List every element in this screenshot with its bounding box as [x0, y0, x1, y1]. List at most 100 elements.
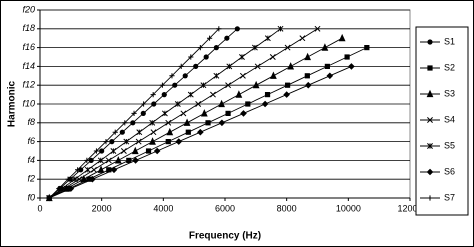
marker [103, 139, 109, 145]
marker [150, 92, 156, 98]
marker [240, 110, 247, 117]
marker [136, 129, 143, 136]
marker [226, 63, 233, 70]
marker [109, 139, 115, 145]
marker [283, 91, 290, 98]
marker [131, 146, 139, 155]
marker [338, 33, 346, 42]
x-axis-title: Frequency (Hz) [189, 231, 261, 242]
marker [149, 137, 156, 145]
marker [299, 35, 306, 42]
marker [56, 186, 62, 192]
marker [75, 167, 81, 173]
marker [213, 72, 220, 79]
marker [183, 118, 191, 126]
marker [175, 138, 183, 145]
legend-label: S6 [444, 166, 455, 176]
marker [172, 82, 178, 88]
marker [252, 80, 260, 89]
y-tick-label: f6 [27, 136, 35, 146]
y-axis-title: Harmonic [7, 81, 18, 128]
marker [174, 101, 181, 107]
marker [224, 35, 230, 41]
marker [203, 54, 209, 60]
x-tick-label: 8000 [277, 203, 297, 213]
marker [314, 25, 321, 32]
legend-label: S5 [444, 140, 455, 150]
marker [284, 44, 291, 51]
marker [161, 110, 168, 117]
marker [348, 63, 355, 70]
marker [122, 120, 128, 126]
marker [304, 81, 312, 89]
marker [46, 195, 52, 201]
marker [195, 101, 202, 107]
marker [119, 129, 125, 135]
marker [110, 148, 117, 154]
marker [126, 157, 132, 163]
legend-label: S2 [444, 62, 455, 72]
marker [284, 82, 291, 88]
marker [200, 82, 207, 89]
marker [120, 148, 127, 154]
marker [321, 43, 329, 51]
marker [166, 127, 174, 136]
y-tick-label: f16 [22, 42, 35, 52]
marker [114, 156, 122, 164]
marker [427, 39, 433, 45]
y-tick-label: f14 [22, 61, 35, 71]
marker [180, 110, 187, 117]
marker [165, 139, 171, 145]
marker [225, 110, 231, 116]
marker [140, 110, 146, 116]
y-tick-label: f2 [27, 174, 35, 184]
marker [225, 82, 232, 89]
marker [188, 54, 194, 60]
marker [270, 71, 277, 79]
marker [427, 117, 433, 123]
marker [344, 54, 350, 60]
marker [84, 166, 91, 173]
y-tick-label: f18 [22, 23, 35, 33]
marker [159, 82, 166, 88]
marker [86, 176, 92, 182]
marker [151, 101, 157, 107]
marker [264, 92, 271, 98]
y-tick-label: f4 [27, 155, 35, 165]
marker [67, 185, 75, 192]
x-tick-label: 0 [37, 203, 42, 213]
legend-label: S1 [444, 36, 455, 46]
marker [93, 148, 100, 154]
marker [206, 35, 213, 41]
marker [197, 128, 204, 136]
marker [88, 157, 94, 163]
marker [427, 195, 433, 201]
marker [80, 174, 88, 183]
marker [197, 45, 203, 51]
marker [216, 26, 222, 32]
marker [149, 119, 156, 126]
marker [245, 101, 251, 107]
marker [427, 65, 433, 71]
marker [131, 110, 137, 116]
x-tick-label: 10000 [336, 203, 361, 213]
marker [304, 73, 310, 79]
marker [261, 100, 269, 108]
marker [130, 120, 136, 126]
marker [145, 148, 152, 154]
marker [178, 63, 184, 69]
marker [150, 129, 157, 136]
marker [218, 119, 226, 127]
marker [91, 166, 97, 173]
y-tick-label: f8 [27, 117, 35, 127]
marker [364, 45, 370, 51]
marker [105, 157, 112, 164]
marker [218, 99, 225, 108]
marker [65, 176, 71, 182]
marker [251, 44, 258, 51]
marker [213, 45, 219, 51]
marker [182, 73, 188, 79]
y-tick-label: f10 [22, 98, 35, 108]
x-tick-label: 4000 [153, 203, 173, 213]
